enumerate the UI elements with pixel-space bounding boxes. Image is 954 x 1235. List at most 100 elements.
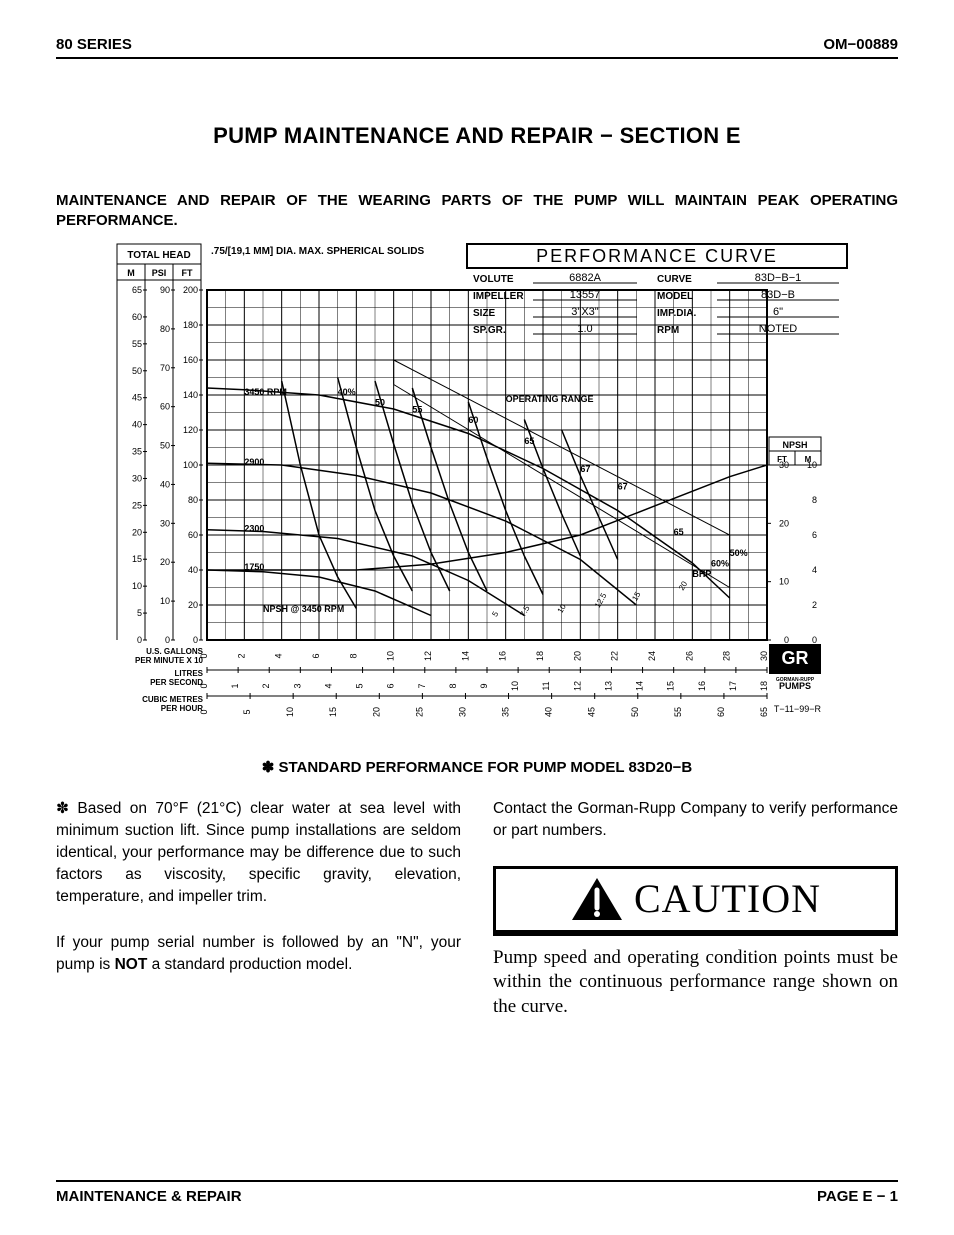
svg-text:10: 10 — [807, 460, 817, 470]
svg-text:6: 6 — [386, 683, 396, 688]
footer-right: PAGE E − 1 — [817, 1188, 898, 1205]
svg-text:CUBIC METRES: CUBIC METRES — [142, 695, 204, 704]
page-header: 80 SERIES OM−00889 — [56, 36, 898, 59]
caution-box: CAUTION — [493, 866, 898, 936]
svg-text:60: 60 — [716, 707, 726, 717]
svg-text:26: 26 — [684, 651, 694, 661]
svg-text:16: 16 — [697, 681, 707, 691]
svg-text:60: 60 — [132, 312, 142, 322]
svg-text:120: 120 — [183, 425, 198, 435]
svg-text:15: 15 — [132, 554, 142, 564]
svg-text:20: 20 — [371, 707, 381, 717]
svg-text:IMP.DIA.: IMP.DIA. — [657, 308, 696, 319]
svg-text:35: 35 — [132, 447, 142, 457]
svg-text:4: 4 — [323, 683, 333, 688]
svg-text:0: 0 — [193, 635, 198, 645]
svg-text:30: 30 — [457, 707, 467, 717]
svg-text:16: 16 — [498, 651, 508, 661]
note-basis: ✽ Based on 70°F (21°C) clear water at se… — [56, 798, 461, 908]
svg-text:35: 35 — [501, 707, 511, 717]
svg-text:14: 14 — [635, 681, 645, 691]
svg-text:65: 65 — [132, 285, 142, 295]
svg-text:10: 10 — [285, 707, 295, 717]
intro-text: MAINTENANCE AND REPAIR OF THE WEARING PA… — [56, 191, 898, 230]
svg-text:6: 6 — [812, 530, 817, 540]
svg-text:10: 10 — [556, 602, 569, 615]
svg-text:160: 160 — [183, 355, 198, 365]
svg-text:10: 10 — [386, 651, 396, 661]
performance-curve-chart: TOTAL HEADMPSIFT051015202530354045505560… — [97, 240, 857, 724]
caution-word: CAUTION — [634, 871, 821, 928]
svg-text:17: 17 — [728, 681, 738, 691]
svg-text:0: 0 — [165, 635, 170, 645]
svg-text:20: 20 — [677, 579, 690, 592]
svg-text:10: 10 — [510, 681, 520, 691]
svg-text:100: 100 — [183, 460, 198, 470]
header-left: 80 SERIES — [56, 36, 132, 53]
note-contact: Contact the Gorman-Rupp Company to verif… — [493, 798, 898, 842]
caution-header: CAUTION — [496, 869, 895, 933]
svg-text:30: 30 — [132, 473, 142, 483]
svg-text:67: 67 — [580, 464, 590, 474]
warning-triangle-icon — [570, 876, 624, 922]
svg-text:2: 2 — [261, 683, 271, 688]
left-column: ✽ Based on 70°F (21°C) clear water at se… — [56, 798, 461, 1020]
section-title: PUMP MAINTENANCE AND REPAIR − SECTION E — [56, 123, 898, 149]
svg-text:BHP: BHP — [692, 569, 711, 579]
svg-text:MODEL: MODEL — [657, 291, 693, 302]
svg-text:83D−B: 83D−B — [761, 289, 795, 301]
svg-text:40: 40 — [160, 479, 170, 489]
svg-text:20: 20 — [572, 651, 582, 661]
svg-text:PER HOUR: PER HOUR — [161, 704, 203, 713]
svg-text:15: 15 — [630, 590, 643, 603]
svg-text:6882A: 6882A — [569, 272, 601, 284]
svg-text:83D−B−1: 83D−B−1 — [755, 272, 801, 284]
svg-text:15: 15 — [328, 707, 338, 717]
svg-text:3: 3 — [292, 683, 302, 688]
svg-text:2: 2 — [236, 653, 246, 658]
svg-text:20: 20 — [132, 527, 142, 537]
svg-text:0: 0 — [137, 635, 142, 645]
svg-text:NPSH: NPSH — [782, 440, 807, 450]
svg-text:65: 65 — [524, 436, 534, 446]
svg-text:1.0: 1.0 — [577, 323, 592, 335]
svg-text:20: 20 — [188, 600, 198, 610]
svg-text:FT: FT — [182, 268, 193, 278]
svg-text:10: 10 — [160, 596, 170, 606]
svg-text:PER MINUTE X 10: PER MINUTE X 10 — [135, 656, 204, 665]
svg-text:U.S. GALLONS: U.S. GALLONS — [146, 647, 204, 656]
svg-text:5: 5 — [490, 609, 500, 618]
svg-text:5: 5 — [355, 683, 365, 688]
svg-text:13557: 13557 — [570, 289, 601, 301]
svg-text:VOLUTE: VOLUTE — [473, 274, 514, 285]
svg-text:1: 1 — [230, 683, 240, 688]
svg-text:NOTED: NOTED — [759, 323, 798, 335]
svg-text:10: 10 — [132, 581, 142, 591]
svg-text:6": 6" — [773, 306, 783, 318]
svg-text:70: 70 — [160, 363, 170, 373]
svg-text:LITRES: LITRES — [175, 669, 204, 678]
svg-text:7.5: 7.5 — [518, 604, 532, 619]
svg-text:65: 65 — [674, 527, 684, 537]
svg-text:2900: 2900 — [244, 457, 264, 467]
svg-text:6: 6 — [311, 653, 321, 658]
svg-text:IMPELLER: IMPELLER — [473, 291, 524, 302]
svg-text:60%: 60% — [711, 559, 729, 569]
svg-text:28: 28 — [722, 651, 732, 661]
svg-text:0: 0 — [784, 635, 789, 645]
svg-text:1750: 1750 — [244, 562, 264, 572]
svg-text:2300: 2300 — [244, 524, 264, 534]
svg-text:PERFORMANCE CURVE: PERFORMANCE CURVE — [536, 246, 778, 266]
svg-text:90: 90 — [160, 285, 170, 295]
svg-text:80: 80 — [160, 324, 170, 334]
svg-text:2: 2 — [812, 600, 817, 610]
svg-text:60: 60 — [468, 415, 478, 425]
svg-text:12: 12 — [423, 651, 433, 661]
svg-text:TOTAL HEAD: TOTAL HEAD — [127, 250, 190, 261]
footer-left: MAINTENANCE & REPAIR — [56, 1188, 242, 1205]
svg-text:18: 18 — [759, 681, 769, 691]
svg-text:50: 50 — [375, 398, 385, 408]
svg-text:8: 8 — [812, 495, 817, 505]
svg-text:3450 RPM: 3450 RPM — [244, 387, 287, 397]
svg-text:30: 30 — [759, 651, 769, 661]
